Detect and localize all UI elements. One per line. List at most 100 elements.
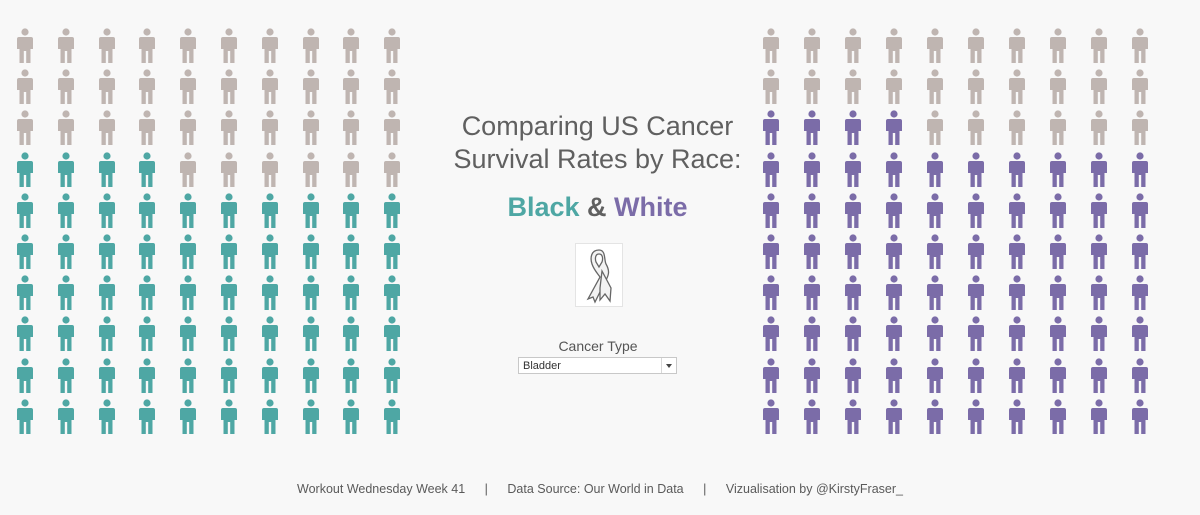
black-survived-person-icon bbox=[55, 399, 77, 435]
white-not-survived-person-icon bbox=[924, 28, 946, 64]
black-not-survived-person-icon bbox=[177, 69, 199, 105]
black-not-survived-person-icon bbox=[259, 28, 281, 64]
white-not-survived-person-icon bbox=[1129, 110, 1151, 146]
black-survived-person-icon bbox=[14, 316, 36, 352]
white-survived-person-icon bbox=[883, 193, 905, 229]
subtitle: Black & White bbox=[440, 192, 755, 223]
subtitle-amp: & bbox=[587, 192, 607, 222]
white-survived-person-icon bbox=[1047, 275, 1069, 311]
white-survived-person-icon bbox=[883, 399, 905, 435]
white-not-survived-person-icon bbox=[1129, 28, 1151, 64]
black-not-survived-person-icon bbox=[55, 110, 77, 146]
white-survived-person-icon bbox=[924, 151, 946, 188]
black-not-survived-person-icon bbox=[96, 28, 118, 64]
white-survived-person-icon bbox=[924, 316, 946, 352]
white-survived-person-icon bbox=[924, 234, 946, 270]
cancer-type-value: Bladder bbox=[523, 360, 561, 372]
white-survived-person-icon bbox=[801, 275, 823, 311]
white-survived-person-icon bbox=[760, 399, 782, 435]
white-survived-person-icon bbox=[883, 316, 905, 352]
black-survived-person-icon bbox=[177, 234, 199, 270]
black-survived-person-icon bbox=[14, 193, 36, 229]
white-survived-person-icon bbox=[1129, 275, 1151, 311]
black-survived-person-icon bbox=[218, 275, 240, 311]
white-survived-person-icon bbox=[965, 151, 987, 188]
cancer-type-dropdown[interactable]: Bladder bbox=[518, 357, 677, 374]
black-survived-person-icon bbox=[96, 151, 118, 188]
white-survived-person-icon bbox=[1088, 151, 1110, 188]
white-survived-person-icon bbox=[1006, 357, 1028, 394]
white-survived-person-icon bbox=[760, 316, 782, 352]
white-not-survived-person-icon bbox=[965, 69, 987, 105]
black-survived-person-icon bbox=[96, 316, 118, 352]
white-not-survived-person-icon bbox=[883, 69, 905, 105]
black-not-survived-person-icon bbox=[300, 151, 322, 188]
white-not-survived-person-icon bbox=[965, 110, 987, 146]
white-survived-person-icon bbox=[1129, 193, 1151, 229]
white-survived-person-icon bbox=[883, 275, 905, 311]
white-survived-person-icon bbox=[1047, 193, 1069, 229]
black-survived-person-icon bbox=[96, 357, 118, 394]
black-not-survived-person-icon bbox=[96, 69, 118, 105]
white-survived-person-icon bbox=[883, 110, 905, 146]
white-survived-person-icon bbox=[760, 110, 782, 146]
black-survived-person-icon bbox=[340, 234, 362, 270]
black-survived-person-icon bbox=[300, 275, 322, 311]
white-not-survived-person-icon bbox=[842, 28, 864, 64]
white-not-survived-person-icon bbox=[1006, 28, 1028, 64]
white-survived-person-icon bbox=[1088, 275, 1110, 311]
white-survived-person-icon bbox=[1129, 316, 1151, 352]
white-pictogram bbox=[760, 28, 1185, 443]
black-survived-person-icon bbox=[218, 193, 240, 229]
chevron-down-icon[interactable] bbox=[661, 358, 676, 373]
black-survived-person-icon bbox=[136, 193, 158, 229]
black-survived-person-icon bbox=[55, 275, 77, 311]
white-survived-person-icon bbox=[965, 275, 987, 311]
footer-source: Data Source: Our World in Data bbox=[507, 482, 684, 496]
black-survived-person-icon bbox=[14, 399, 36, 435]
black-survived-person-icon bbox=[96, 399, 118, 435]
white-not-survived-person-icon bbox=[1088, 28, 1110, 64]
black-survived-person-icon bbox=[340, 357, 362, 394]
black-not-survived-person-icon bbox=[218, 110, 240, 146]
black-not-survived-person-icon bbox=[381, 69, 403, 105]
white-not-survived-person-icon bbox=[1088, 110, 1110, 146]
white-survived-person-icon bbox=[1006, 193, 1028, 229]
white-survived-person-icon bbox=[801, 357, 823, 394]
white-not-survived-person-icon bbox=[965, 28, 987, 64]
white-survived-person-icon bbox=[801, 110, 823, 146]
black-survived-person-icon bbox=[381, 357, 403, 394]
white-survived-person-icon bbox=[842, 234, 864, 270]
footer-workout: Workout Wednesday Week 41 bbox=[297, 482, 466, 496]
black-survived-person-icon bbox=[177, 275, 199, 311]
white-survived-person-icon bbox=[883, 357, 905, 394]
black-not-survived-person-icon bbox=[177, 151, 199, 188]
white-survived-person-icon bbox=[842, 151, 864, 188]
black-survived-person-icon bbox=[218, 357, 240, 394]
black-survived-person-icon bbox=[340, 316, 362, 352]
white-not-survived-person-icon bbox=[1047, 69, 1069, 105]
white-survived-person-icon bbox=[965, 399, 987, 435]
white-survived-person-icon bbox=[760, 193, 782, 229]
black-not-survived-person-icon bbox=[340, 151, 362, 188]
white-not-survived-person-icon bbox=[883, 28, 905, 64]
white-survived-person-icon bbox=[842, 193, 864, 229]
white-not-survived-person-icon bbox=[1006, 69, 1028, 105]
black-survived-person-icon bbox=[218, 316, 240, 352]
black-survived-person-icon bbox=[259, 234, 281, 270]
white-not-survived-person-icon bbox=[801, 28, 823, 64]
black-survived-person-icon bbox=[136, 357, 158, 394]
white-not-survived-person-icon bbox=[1047, 110, 1069, 146]
black-not-survived-person-icon bbox=[177, 110, 199, 146]
white-survived-person-icon bbox=[1088, 316, 1110, 352]
white-survived-person-icon bbox=[965, 316, 987, 352]
white-survived-person-icon bbox=[965, 357, 987, 394]
white-survived-person-icon bbox=[760, 275, 782, 311]
white-survived-person-icon bbox=[1047, 234, 1069, 270]
black-not-survived-person-icon bbox=[177, 28, 199, 64]
white-survived-person-icon bbox=[1088, 234, 1110, 270]
footer-separator: | bbox=[484, 482, 488, 496]
black-survived-person-icon bbox=[340, 275, 362, 311]
black-survived-person-icon bbox=[300, 316, 322, 352]
white-survived-person-icon bbox=[1006, 275, 1028, 311]
